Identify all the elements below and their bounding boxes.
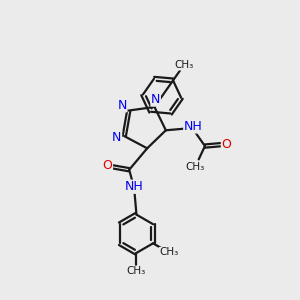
Text: CH₃: CH₃ bbox=[159, 248, 178, 257]
Text: O: O bbox=[221, 138, 231, 151]
Text: N: N bbox=[118, 99, 127, 112]
Text: N: N bbox=[112, 131, 122, 144]
Text: CH₃: CH₃ bbox=[127, 266, 146, 276]
Text: O: O bbox=[103, 159, 112, 172]
Text: N: N bbox=[151, 93, 160, 106]
Text: CH₃: CH₃ bbox=[174, 60, 194, 70]
Text: NH: NH bbox=[184, 120, 203, 133]
Text: CH₃: CH₃ bbox=[186, 162, 205, 172]
Text: NH: NH bbox=[125, 180, 143, 193]
